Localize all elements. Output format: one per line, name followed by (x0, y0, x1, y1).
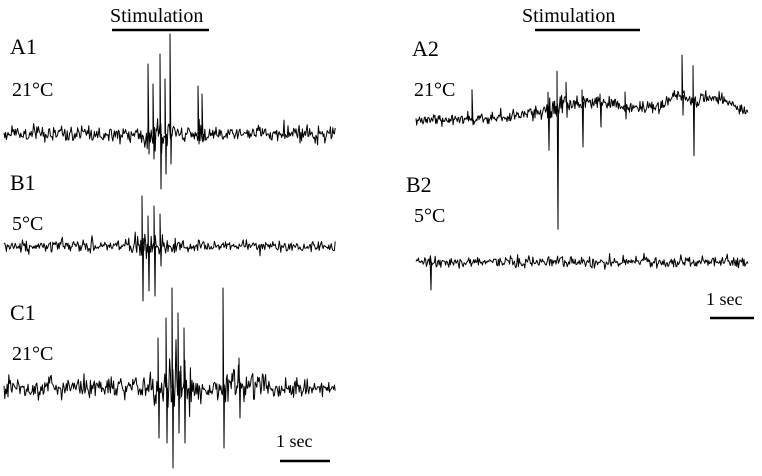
panel-label-a1: A1 (10, 34, 37, 59)
panel-label-b1: B1 (10, 170, 36, 195)
scale-label-left: 1 sec (276, 431, 312, 451)
scale-label-right: 1 sec (706, 289, 742, 309)
left-panel: Stimulation A1 21°C B1 5°C C1 21°C 1 sec (3, 5, 336, 469)
trace-a2 (415, 54, 749, 230)
temperature-c1: 21°C (12, 343, 53, 365)
stimulation-label-right: Stimulation (522, 5, 615, 27)
trace-a1 (3, 33, 336, 190)
temperature-a1: 21°C (12, 79, 53, 101)
trace-b1 (3, 195, 336, 302)
panel-label-a2: A2 (412, 36, 439, 61)
stimulation-label-left: Stimulation (110, 5, 203, 27)
trace-c1 (3, 287, 336, 469)
trace-b2 (415, 252, 749, 291)
panel-label-b2: B2 (406, 172, 432, 197)
temperature-b1: 5°C (12, 213, 43, 235)
right-panel: Stimulation A2 21°C B2 5°C 1 sec (406, 5, 754, 320)
temperature-a2: 21°C (414, 79, 455, 101)
temperature-b2: 5°C (414, 205, 445, 227)
panel-label-c1: C1 (10, 300, 36, 325)
